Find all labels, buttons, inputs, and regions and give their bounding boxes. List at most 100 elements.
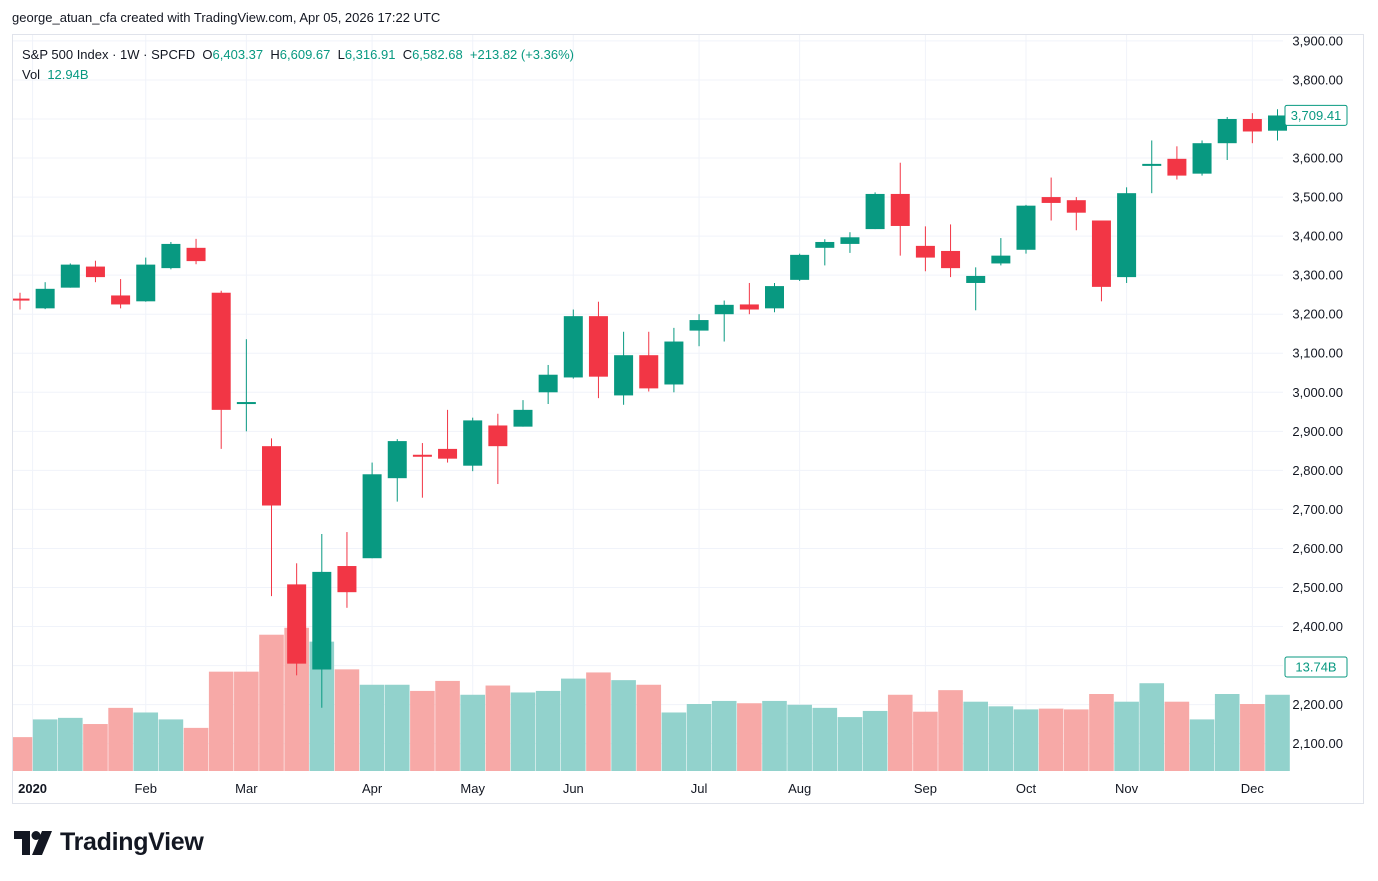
volume-bar	[384, 684, 410, 771]
candle-body	[588, 316, 608, 377]
candle-body	[136, 264, 156, 302]
candle	[1217, 117, 1237, 160]
candle	[1242, 113, 1262, 144]
x-tick-label: Dec	[1241, 781, 1265, 796]
candle	[412, 443, 432, 498]
volume-bar	[1038, 708, 1064, 771]
candle	[85, 260, 105, 283]
volume-bar	[334, 669, 360, 771]
volume-bar	[661, 712, 687, 771]
candle	[1167, 146, 1187, 180]
candle-body	[991, 255, 1011, 264]
close-label: C	[402, 47, 413, 62]
candle	[1066, 197, 1086, 231]
candle-body	[815, 241, 835, 248]
candle-body	[1192, 143, 1212, 174]
candle-body	[1117, 193, 1137, 278]
volume-bar	[913, 711, 938, 771]
x-tick-label: May	[460, 781, 485, 796]
volume-bar	[561, 678, 586, 771]
volume-bar	[586, 672, 611, 771]
volume-bar	[133, 712, 159, 771]
volume-bar	[435, 680, 460, 771]
candle	[840, 232, 860, 253]
tradingview-logo-text: TradingView	[60, 828, 204, 856]
candle	[790, 253, 810, 282]
candle	[915, 226, 935, 272]
low-value: 6,316.91	[344, 47, 396, 62]
volume-bar	[1089, 694, 1114, 771]
candle-body	[337, 566, 357, 593]
candle-body	[915, 245, 935, 258]
volume-bar	[234, 671, 259, 771]
candle-body	[1167, 158, 1187, 176]
candle	[262, 438, 281, 597]
volume-tag	[1284, 656, 1348, 678]
candle	[13, 292, 30, 310]
volume-label: Vol	[22, 67, 41, 82]
candle	[714, 300, 734, 342]
candle	[941, 224, 961, 278]
candle	[664, 327, 684, 393]
candle-body	[639, 355, 659, 389]
close-value: 6,582.68	[412, 47, 463, 62]
y-tick-label: 3,500.00	[1292, 190, 1343, 205]
tradingview-logo[interactable]: TradingView	[14, 828, 204, 857]
y-tick-label: 3,200.00	[1292, 307, 1343, 322]
y-tick-label: 2,600.00	[1292, 541, 1343, 556]
x-tick-label: 2020	[18, 781, 47, 796]
candle-body	[85, 266, 105, 278]
candle-body	[714, 304, 734, 315]
candle	[337, 532, 357, 608]
candle	[538, 364, 558, 404]
volume-bar	[259, 634, 284, 771]
volume-bar	[1164, 701, 1190, 771]
candle	[111, 279, 131, 309]
symbol-label[interactable]: S&P 500 Index · 1W · SPCFD	[22, 47, 196, 62]
volume-bar	[686, 704, 712, 771]
candle-body	[387, 441, 407, 479]
volume-bar	[938, 690, 963, 771]
y-tick-label: 3,600.00	[1292, 151, 1343, 166]
volume-bar	[1214, 694, 1240, 771]
x-tick-label: Sep	[914, 781, 937, 796]
candle	[739, 282, 759, 315]
volume-bar	[535, 690, 561, 771]
y-tick-label: 2,500.00	[1292, 580, 1343, 595]
candle-body	[312, 571, 332, 670]
candle-body	[13, 298, 30, 301]
chart-legend: S&P 500 Index · 1W · SPCFD O6,403.37 H6,…	[22, 45, 574, 85]
volume-bar	[737, 703, 762, 771]
volume-bar	[58, 717, 83, 771]
volume-bar	[1064, 709, 1089, 771]
open-value: 6,403.37	[212, 47, 264, 62]
candle-body	[538, 374, 558, 393]
candle	[161, 241, 181, 270]
ohlc-row: S&P 500 Index · 1W · SPCFD O6,403.37 H6,…	[22, 45, 574, 65]
candle	[1142, 140, 1162, 194]
candle	[136, 257, 156, 302]
volume-bar	[485, 685, 511, 771]
volume-bar	[762, 700, 787, 771]
candle-body	[111, 295, 131, 305]
candle	[387, 439, 407, 502]
candle	[312, 534, 332, 708]
y-tick-label: 3,800.00	[1292, 72, 1343, 87]
candle-body	[513, 409, 533, 427]
candle-body	[1016, 205, 1036, 250]
x-tick-label: Aug	[788, 781, 811, 796]
candle-body	[1217, 118, 1237, 144]
candle-body	[1268, 115, 1287, 131]
volume-bar	[837, 717, 863, 771]
candle-body	[1066, 200, 1086, 213]
volume-bar	[510, 692, 536, 771]
candle-body	[35, 288, 55, 309]
candle	[1268, 109, 1287, 141]
candle-body	[790, 254, 810, 280]
candle-body	[287, 584, 307, 664]
volume-bar	[887, 694, 913, 771]
price-chart[interactable]: 2,100.002,200.002,300.002,400.002,500.00…	[13, 35, 1363, 803]
candle	[463, 417, 483, 472]
volume-bar	[83, 724, 108, 771]
candle	[815, 239, 835, 266]
